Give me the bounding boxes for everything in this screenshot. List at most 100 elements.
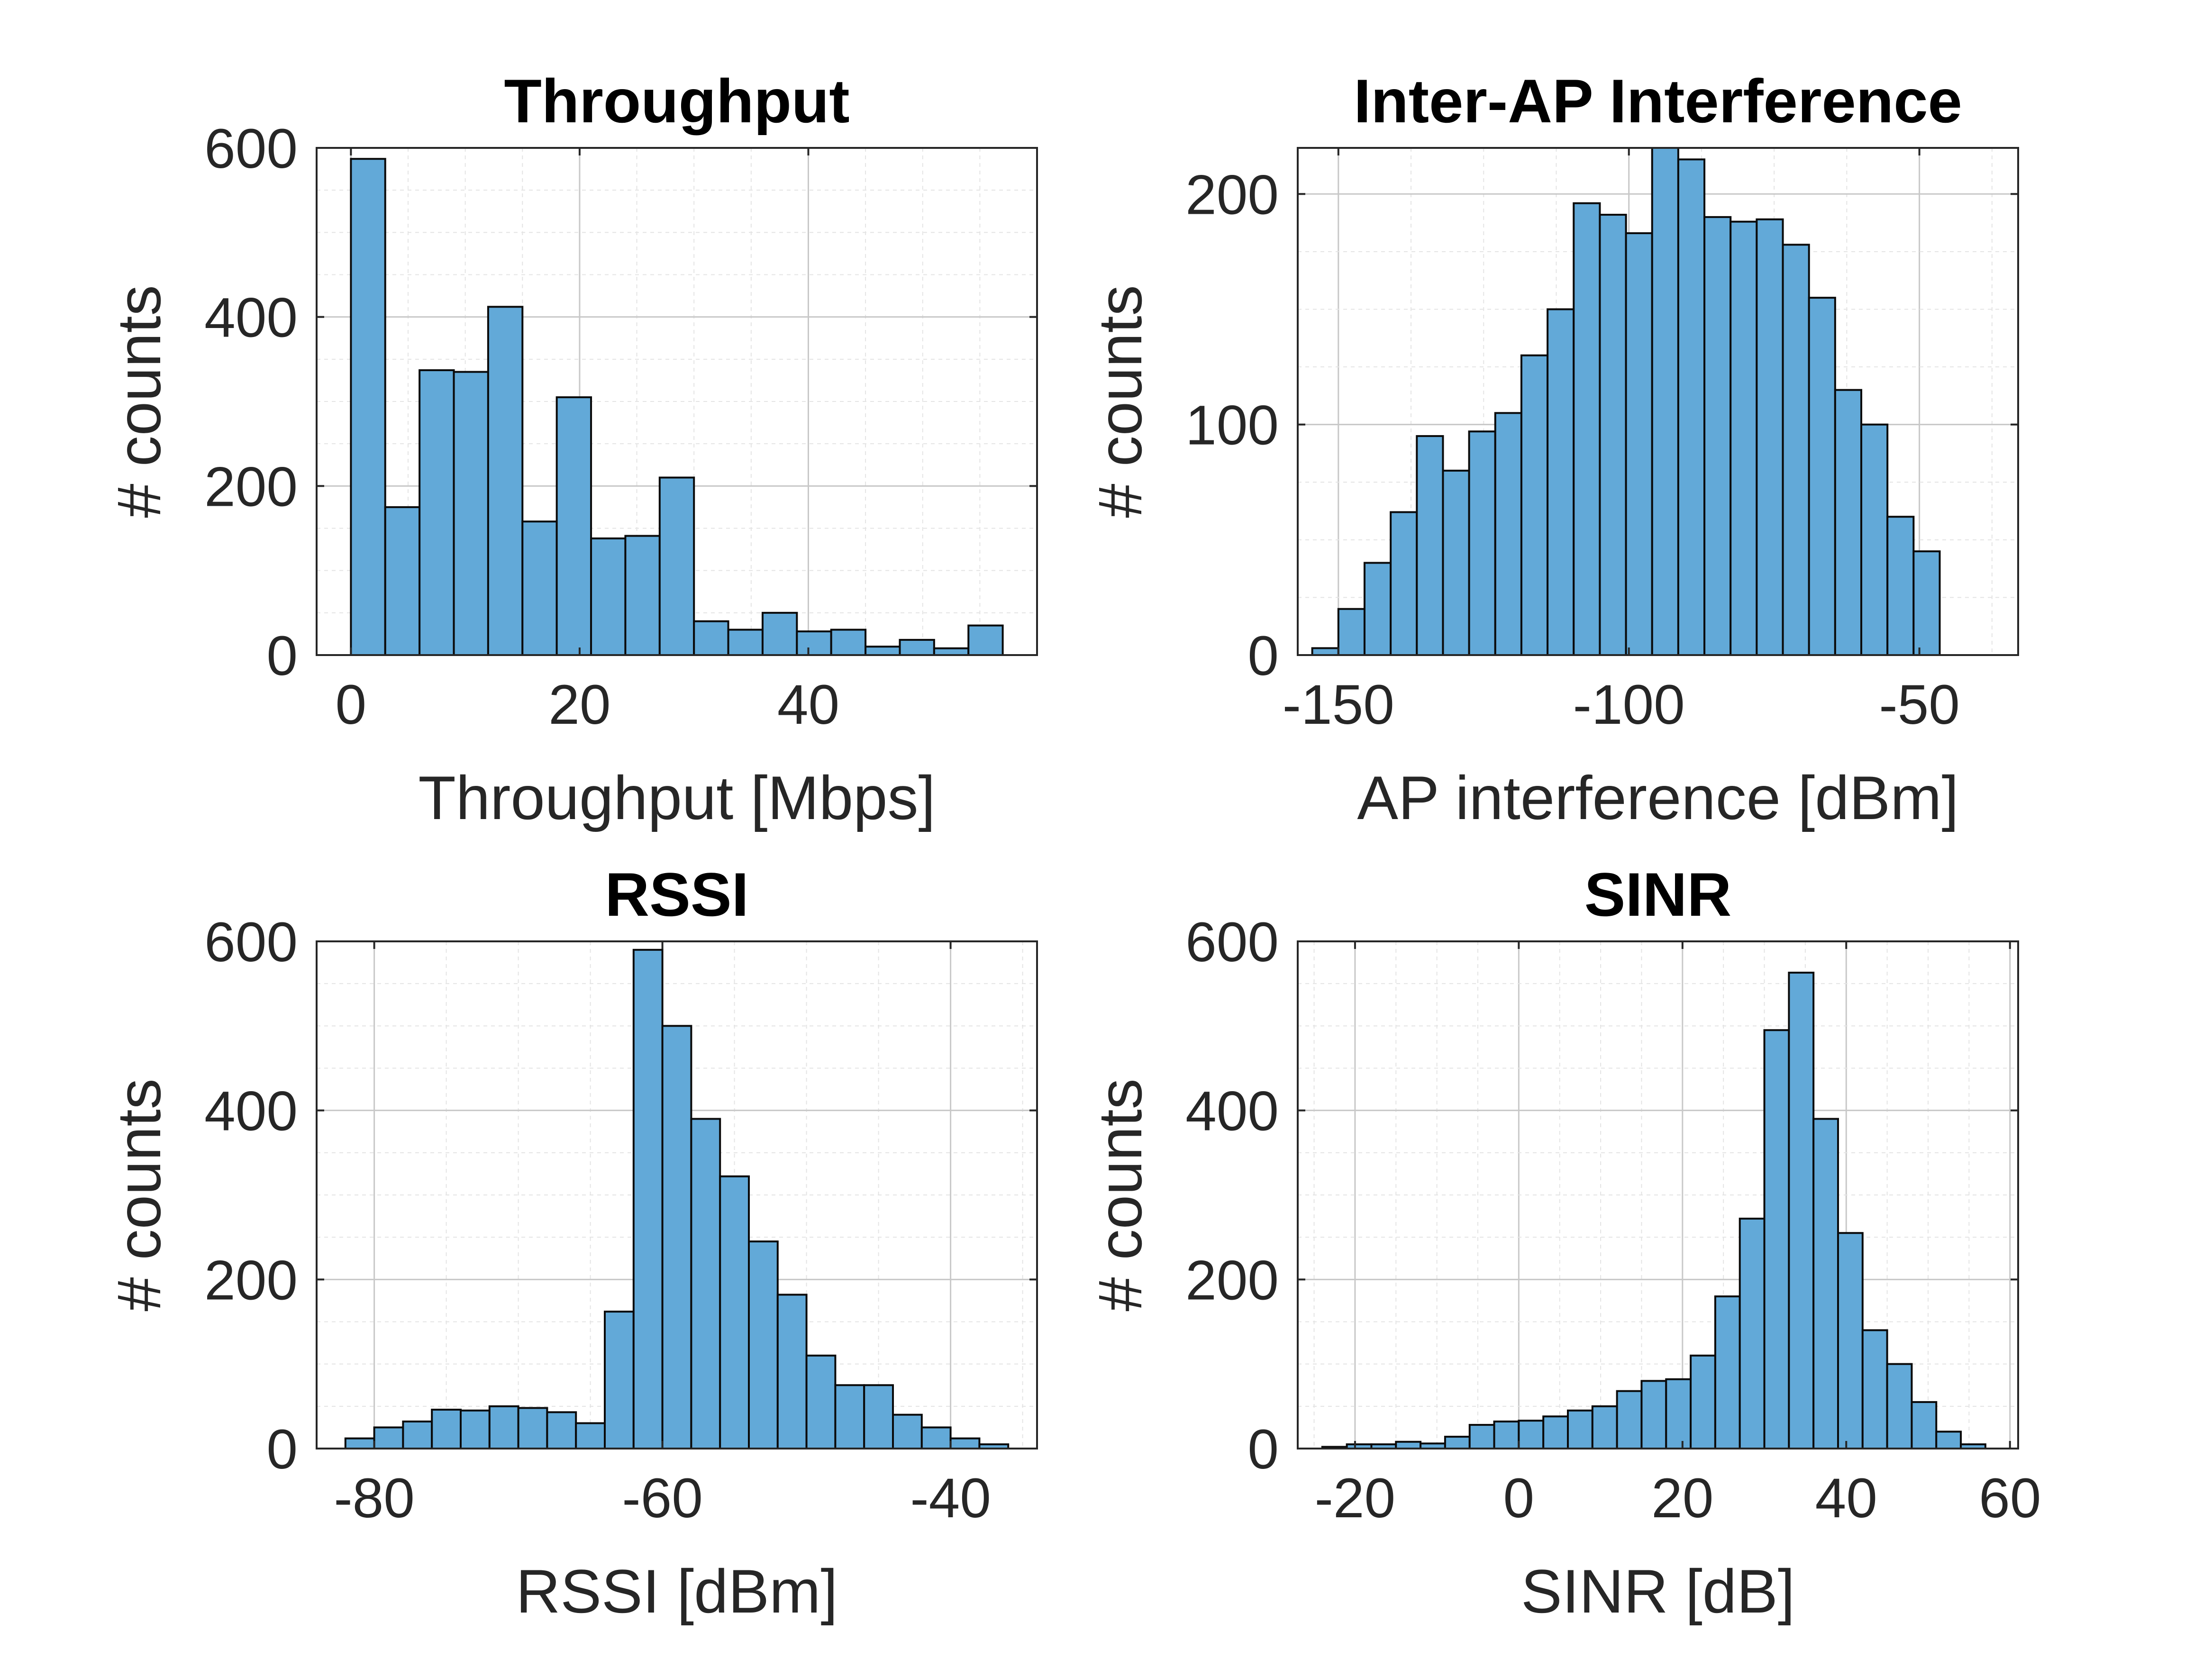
interference-bar xyxy=(1651,147,1679,656)
sinr-axes-box xyxy=(1297,940,2019,1449)
sinr-x-tick-label: 20 xyxy=(1651,1467,1713,1530)
throughput-axes-box xyxy=(316,147,1038,656)
interference-ticks: -150 -100 -50 0 100 200 xyxy=(1185,148,2018,736)
throughput-y-tick-label: 600 xyxy=(204,118,298,180)
rssi-title: RSSI xyxy=(605,860,748,929)
rssi-bar xyxy=(776,1294,808,1450)
interference-histogram: -150 -100 -50 0 100 200 Inter-AP Interference… xyxy=(1085,66,2019,832)
throughput-x-axis-label: Throughput [Mbps] xyxy=(418,763,935,832)
interference-y-axis-label: # counts xyxy=(1085,285,1155,518)
interference-bar xyxy=(1860,423,1889,656)
throughput-y-tick-label: 400 xyxy=(204,287,298,349)
interference-bar xyxy=(1834,389,1863,656)
sinr-bar xyxy=(1616,1390,1643,1450)
interference-bar xyxy=(1625,232,1653,656)
throughput-bar xyxy=(624,535,661,656)
throughput-bar xyxy=(658,476,695,656)
rssi-x-axis-label: RSSI [dBm] xyxy=(516,1557,837,1626)
interference-bar xyxy=(1547,308,1575,656)
rssi-bar xyxy=(690,1118,721,1449)
sinr-bar xyxy=(1788,971,1815,1450)
throughput-bars xyxy=(350,158,1004,656)
rssi-bar xyxy=(834,1384,865,1449)
sinr-y-tick-label: 600 xyxy=(1185,911,1279,974)
rssi-y-tick-label: 0 xyxy=(266,1418,298,1481)
sinr-bar xyxy=(1714,1295,1741,1449)
sinr-y-tick-label: 0 xyxy=(1247,1418,1279,1481)
rssi-bar xyxy=(373,1426,404,1450)
interference-bar xyxy=(1337,608,1365,656)
rssi-bar xyxy=(575,1422,606,1449)
rssi-bar xyxy=(805,1354,837,1449)
rssi-bar xyxy=(719,1175,750,1449)
sinr-y-axis-label: # counts xyxy=(1085,1078,1155,1311)
interference-title: Inter-AP Interference xyxy=(1354,66,1962,136)
rssi-bar xyxy=(488,1405,519,1449)
throughput-bar xyxy=(350,158,386,656)
throughput-bar xyxy=(933,647,970,656)
rssi-bar xyxy=(949,1437,981,1450)
sinr-bar xyxy=(1468,1424,1495,1449)
rssi-bar xyxy=(460,1409,491,1449)
sinr-bar xyxy=(1763,1029,1790,1449)
interference-bar xyxy=(1730,220,1758,656)
sinr-bar xyxy=(1542,1415,1569,1450)
rssi-bar xyxy=(661,1025,692,1449)
interference-y-tick-label: 100 xyxy=(1185,394,1279,457)
throughput-bar xyxy=(384,506,421,656)
rssi-bar xyxy=(920,1426,952,1450)
rssi-x-tick-label: -60 xyxy=(622,1467,703,1530)
throughput-x-tick-label: 40 xyxy=(777,674,839,736)
throughput-y-tick-label: 0 xyxy=(266,625,298,687)
rssi-ticks: -80 -60 -40 0 200 400 600 xyxy=(204,911,1037,1530)
sinr-bars xyxy=(1321,971,1986,1450)
throughput-bar xyxy=(555,396,592,656)
sinr-bar xyxy=(1861,1329,1888,1449)
interference-bar xyxy=(1677,158,1706,656)
rssi-y-tick-label: 600 xyxy=(204,911,298,974)
sinr-title: SINR xyxy=(1584,860,1732,929)
interference-bar xyxy=(1494,412,1522,656)
rssi-bar xyxy=(431,1408,462,1449)
interference-bar xyxy=(1756,218,1784,656)
rssi-bar xyxy=(546,1411,577,1449)
sinr-bar xyxy=(1886,1363,1913,1450)
interference-bar xyxy=(1886,516,1915,656)
interference-x-axis-label: AP interference [dBm] xyxy=(1357,763,1958,832)
throughput-bar xyxy=(865,646,901,656)
rssi-y-axis-label: # counts xyxy=(104,1078,173,1311)
throughput-bar xyxy=(693,620,729,656)
throughput-x-tick-label: 20 xyxy=(548,674,610,736)
throughput-bar xyxy=(796,630,832,656)
interference-bar xyxy=(1311,647,1339,656)
interference-bar xyxy=(1599,214,1627,656)
sinr-bar xyxy=(1812,1118,1839,1449)
sinr-bar xyxy=(1837,1232,1864,1449)
throughput-bar xyxy=(899,638,935,656)
interference-bar xyxy=(1363,562,1392,656)
rssi-bar xyxy=(632,948,664,1449)
sinr-bar xyxy=(1690,1354,1716,1449)
throughput-y-tick-label: 200 xyxy=(204,456,298,518)
sinr-x-tick-label: -20 xyxy=(1315,1467,1396,1530)
rssi-y-tick-label: 200 xyxy=(204,1249,298,1312)
throughput-bar xyxy=(419,369,455,656)
interference-bar xyxy=(1442,469,1470,656)
throughput-bar xyxy=(967,624,1004,656)
throughput-bar xyxy=(487,306,524,656)
sinr-bar xyxy=(1567,1409,1593,1449)
throughput-bar xyxy=(590,537,627,656)
rssi-bar xyxy=(892,1413,923,1450)
rssi-bars xyxy=(344,948,1010,1450)
sinr-bar xyxy=(1444,1436,1471,1450)
interference-bar xyxy=(1912,550,1941,656)
sinr-bar xyxy=(1935,1431,1962,1449)
sinr-y-tick-label: 200 xyxy=(1185,1249,1279,1312)
throughput-y-axis-label: # counts xyxy=(104,285,173,518)
rssi-bar xyxy=(748,1240,779,1449)
rssi-axes-box xyxy=(316,940,1038,1449)
